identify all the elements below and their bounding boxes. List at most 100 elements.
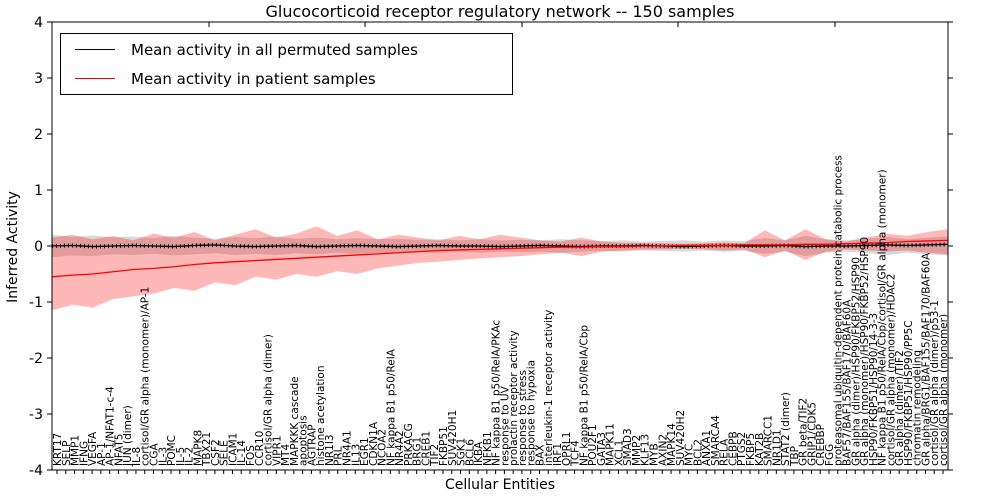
y-tick-label: 2 [34, 127, 43, 143]
x-tick-label: PRL [333, 446, 345, 466]
legend-line-black [75, 49, 115, 50]
x-tick-label: GR alpha (dimer)/TIF2 [894, 350, 906, 466]
x-tick-label: MYC [684, 444, 696, 466]
x-tick-label: MAPK11 [605, 423, 617, 466]
x-tick-label: MT4 [280, 444, 292, 466]
x-tick-label: GR alpha (dimer)/HSP90/FKBP52/HSP90 [850, 257, 862, 466]
x-tick-label: AXIN2 [657, 434, 669, 466]
x-tick-label: FGG [824, 444, 836, 466]
x-tick-label: BRG1 [412, 437, 424, 466]
x-tick-label: HSP90/FKBP51/HSP90/14-3-3 [868, 313, 880, 466]
x-tick-label: SELE [219, 440, 231, 466]
permuted-marker-dots [51, 242, 949, 249]
x-tick-label: SMARCC1 [763, 415, 775, 466]
y-tick-label: -2 [29, 351, 43, 367]
x-tick-label: GR beta/TIF2 [798, 398, 810, 466]
x-tick-label: BAX [534, 444, 546, 466]
x-tick-label: GR alpha/BRG1/BAF155/BAF170/BAF60A [920, 252, 932, 466]
x-tick-label: POMC [166, 435, 178, 466]
x-tick-label: KAT2B [754, 433, 766, 466]
x-tick-label: CGA [148, 443, 160, 466]
x-axis-label: Cellular Entities [444, 477, 556, 493]
x-tick-label: cortisol/GR alpha (monomer) [938, 314, 950, 466]
x-tick-label: NFKB1 [482, 431, 494, 466]
x-tick-label: SMARCA4 [710, 415, 722, 466]
x-tick-label: apoptosis [298, 415, 310, 466]
legend-label: Mean activity in all permuted samples [131, 40, 418, 59]
x-tick-label: CDKN1A [368, 421, 380, 466]
x-tick-label: NR4A1 [341, 430, 353, 466]
y-tick-label: 1 [34, 183, 43, 199]
x-tick-label: FKBP51 [438, 426, 450, 466]
x-tick-label: BCL6 [464, 439, 476, 466]
x-tick-label: FKBP5 [745, 433, 757, 466]
x-tick-label: SUV420H2 [675, 410, 687, 466]
x-tick-label: MMP2 [631, 435, 643, 466]
y-tick-label: 4 [34, 15, 43, 31]
x-tick-label: NCOA2 [377, 429, 389, 466]
x-tick-label: IFNG [78, 441, 90, 466]
x-tick-label: response to stress [517, 370, 529, 466]
x-tick-label: PTGS2 [736, 432, 748, 466]
x-tick-label: SGK1 [456, 438, 468, 466]
x-tick-label: MAPK14 [666, 423, 678, 466]
x-tick-label: response to UV [499, 385, 511, 466]
x-tick-label: cortisol/GR alpha (monomer)/HDAC2 [885, 274, 897, 466]
x-tick-label: BCL2 [692, 439, 704, 466]
x-tick-label: cortisol/GR alpha (dimer)/p53-1 [929, 300, 941, 466]
y-tick-label: -3 [29, 407, 43, 423]
x-tick-label: TIF2 [429, 444, 441, 467]
x-tick-label: VIPR1 [271, 435, 283, 466]
x-tick-label: ANXA1 [701, 430, 713, 466]
x-tick-label: response to hypoxia [526, 360, 538, 466]
x-tick-label: PRKACG [403, 423, 415, 466]
legend-box: Mean activity in all permuted samples Me… [60, 33, 513, 95]
x-tick-label: VEGFA [87, 431, 99, 466]
x-tick-label: KLF13 [640, 434, 652, 466]
x-tick-label: CCR10 [254, 431, 266, 466]
y-axis-label: Inferred Activity [5, 191, 21, 303]
x-tick-label: proteasomal ubiquitin-dependent protein … [833, 155, 845, 466]
x-tick-label: NR1D1 [771, 429, 783, 466]
x-tick-label: SUV420H1 [447, 410, 459, 466]
patient-mean-line [51, 239, 949, 278]
x-tick-label: CSF2 [210, 439, 222, 466]
x-tick-label: NR4A2 [394, 430, 406, 466]
y-tick-label: -1 [29, 295, 43, 311]
x-tick-label: XCL1 [613, 440, 625, 466]
x-tick-label: NF kappa B1 p50/RelA/Cbp/cortisol/GR alp… [877, 169, 889, 466]
legend-item-patient: Mean activity in patient samples [61, 64, 512, 93]
x-tick-label: IKBA [473, 441, 485, 466]
chart-title: Glucocorticoid receptor regulatory netwo… [265, 2, 735, 21]
y-tick-label: 0 [34, 239, 43, 255]
x-tick-label: HSP90/FKBP51/HSP90/PP5C [903, 320, 915, 466]
x-tick-label: MMP1 [70, 435, 82, 466]
x-tick-label: chromatin remodeling [912, 350, 924, 466]
x-tick-label: NF kappa B1 p50/RelA/PKAc [491, 320, 503, 466]
x-tick-label: NF kappa B1 p50/RelA [385, 348, 397, 466]
x-tick-label: cortisol/GR alpha (dimer) [263, 334, 275, 466]
x-tick-label: OPRL1 [561, 432, 573, 466]
x-tick-label: EGR1 [359, 437, 371, 466]
legend-line-red [75, 78, 115, 79]
x-tick-label: RELA [719, 438, 731, 466]
x-tick-label: CEBPB [727, 431, 739, 466]
x-tick-label: STAT2 (dimer) [780, 392, 792, 466]
x-tick-label: prolactin receptor activity [508, 330, 520, 466]
x-tick-label: POU2F1 [587, 424, 599, 466]
x-tick-label: GATA3 [596, 432, 608, 466]
x-tick-label: IL-14 [236, 440, 248, 466]
x-tick-label: MAPK8 [192, 430, 204, 466]
legend-item-permuted: Mean activity in all permuted samples [61, 35, 512, 64]
x-tick-label: IL-2 [184, 447, 196, 466]
x-tick-label: CREB1 [420, 431, 432, 466]
x-tick-label: TBP [789, 446, 801, 467]
patient-confidence-band [52, 226, 948, 311]
x-tick-label: TCF4 [570, 440, 582, 467]
y-tick-label: -4 [29, 463, 43, 479]
x-tick-label: AGTRAP [306, 424, 318, 466]
y-tick-label: 3 [34, 71, 43, 87]
x-tick-label: IL-8 [131, 447, 143, 466]
x-tick-label: histone acetylation [315, 366, 327, 467]
